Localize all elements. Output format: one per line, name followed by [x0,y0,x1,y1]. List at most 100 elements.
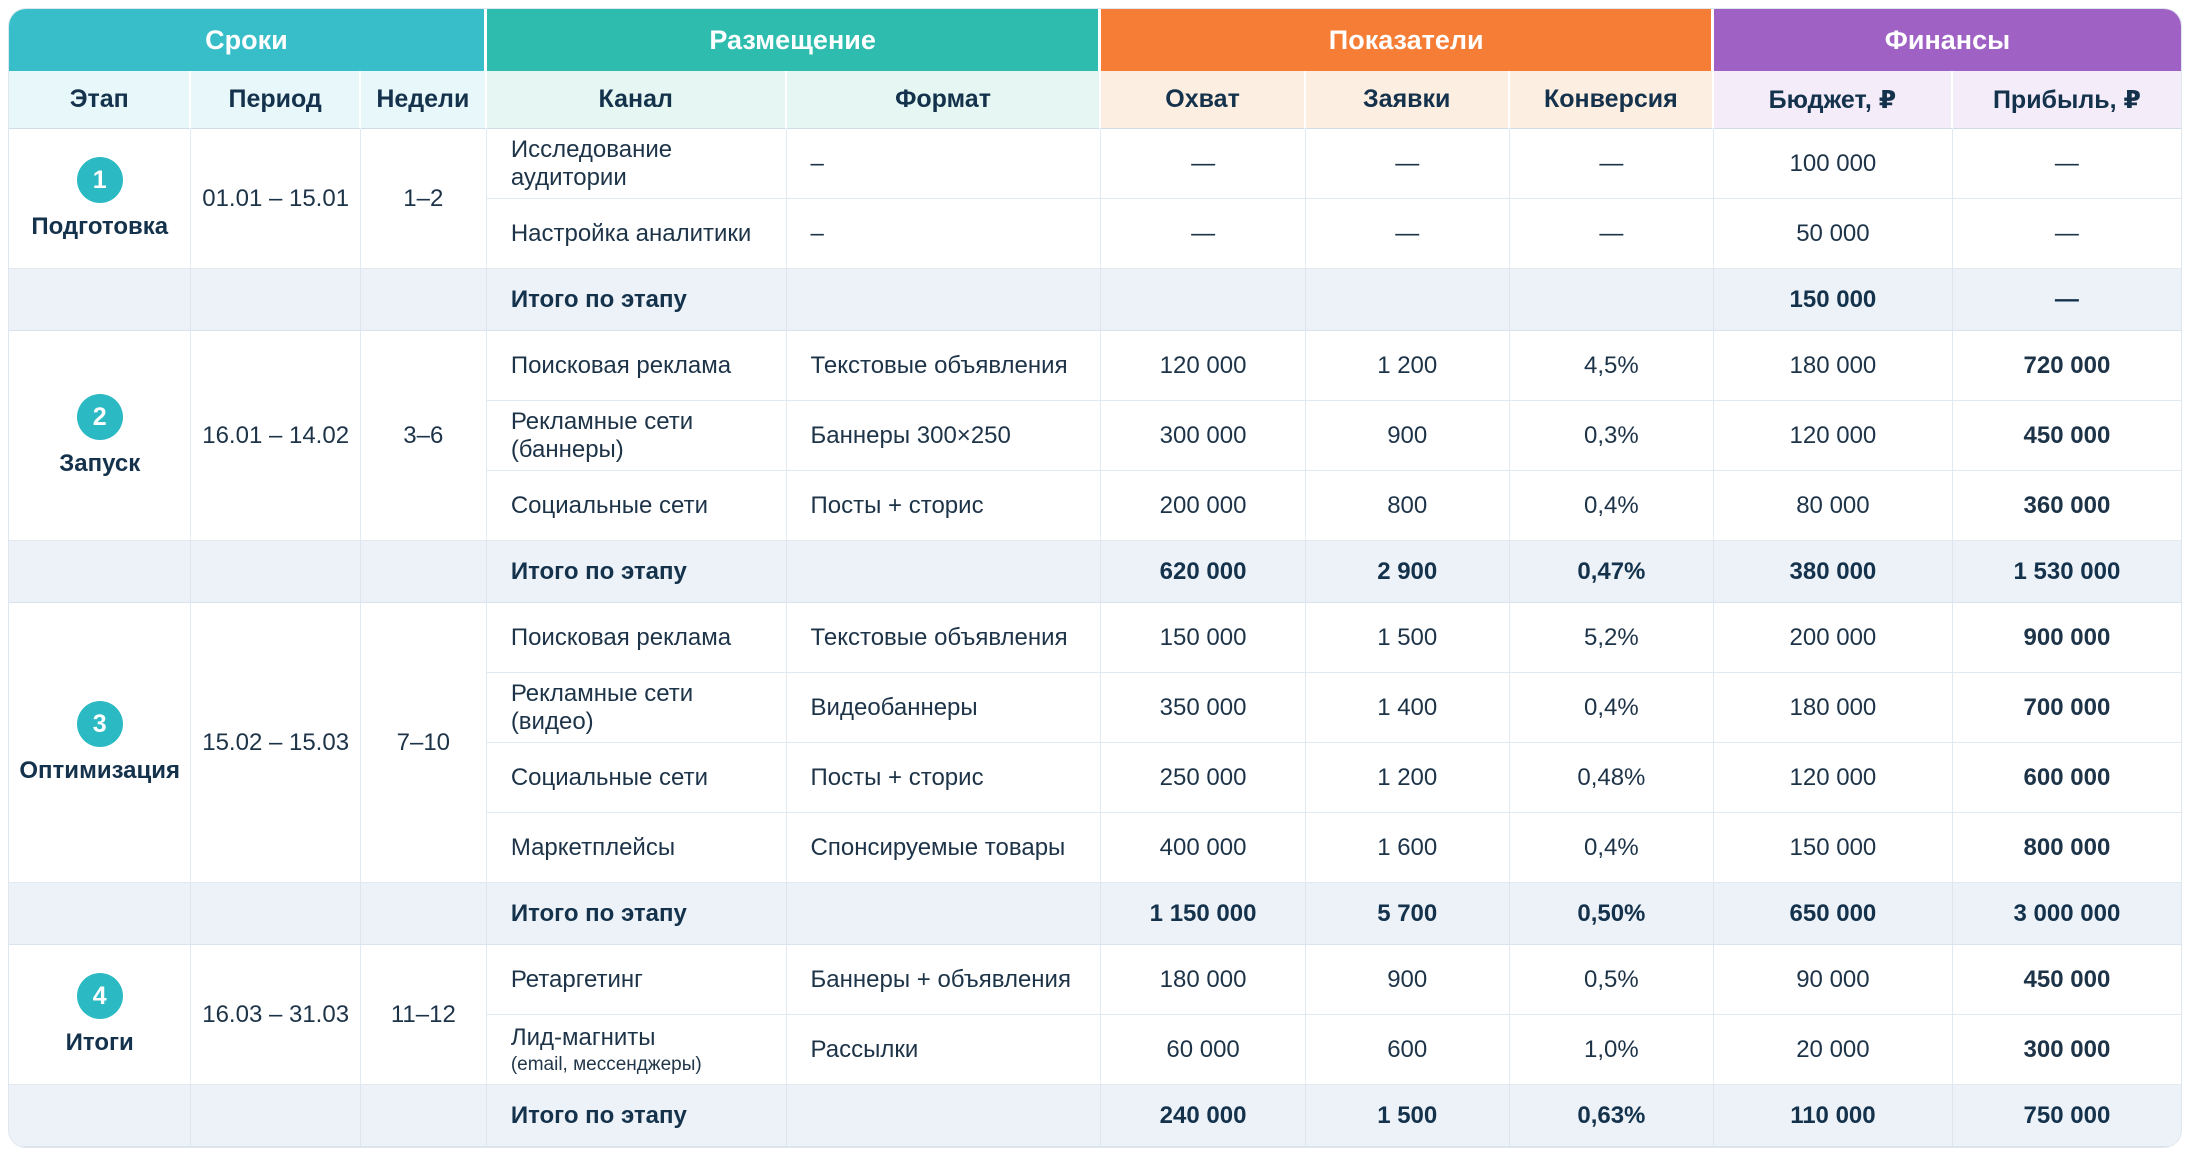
conversion-cell: 5,2% [1509,603,1714,673]
profit-cell: 600 000 [1952,743,2181,813]
conversion-cell: 4,5% [1509,331,1714,401]
reach-cell: 300 000 [1101,401,1306,471]
column-header-conversion: Конверсия [1509,71,1714,129]
budget-cell: 50 000 [1713,199,1953,269]
format-cell: – [786,199,1102,269]
column-header-weeks: Недели [360,71,487,129]
table-row: Рекламные сети (видео) Видеобаннеры 350 … [9,673,2181,743]
budget-cell: 90 000 [1713,945,1953,1015]
subtotal-reach: 240 000 [1101,1085,1306,1147]
channel-cell: Рекламные сети (видео) [486,673,787,743]
reach-cell: 150 000 [1101,603,1306,673]
channel-cell: Ретаргетинг [486,945,787,1015]
leads-cell: 1 200 [1305,743,1510,813]
subtotal-budget: 380 000 [1713,541,1953,603]
subtotal-conversion: 0,50% [1509,883,1714,945]
conversion-cell: 0,48% [1509,743,1714,813]
budget-cell: 150 000 [1713,813,1953,883]
conversion-cell: 0,5% [1509,945,1714,1015]
profit-cell: 360 000 [1952,471,2181,541]
profit-cell: — [1952,199,2181,269]
budget-cell: 80 000 [1713,471,1953,541]
empty-cell [786,269,1102,331]
leads-cell: — [1305,199,1510,269]
subtotal-conversion: 0,47% [1509,541,1714,603]
channel-cell: Поисковая реклама [486,331,787,401]
subtotal-reach: 1 150 000 [1101,883,1306,945]
format-cell: Спонсируемые товары [786,813,1102,883]
budget-cell: 180 000 [1713,331,1953,401]
empty-cell [360,1085,487,1147]
column-header-budget: Бюджет, ₽ [1713,71,1953,129]
channel-cell: Рекламные сети (баннеры) [486,401,787,471]
subtotal-profit: — [1952,269,2181,331]
conversion-cell: 0,4% [1509,813,1714,883]
empty-cell [191,541,361,603]
stage-name: Итоги [65,1028,134,1056]
conversion-cell: — [1509,199,1714,269]
empty-cell [786,1085,1102,1147]
channel-cell: Настройка аналитики [486,199,787,269]
stage-cell: 2 Запуск [9,331,192,541]
subtotal-reach: 620 000 [1101,541,1306,603]
budget-cell: 200 000 [1713,603,1953,673]
column-header-leads: Заявки [1305,71,1510,129]
empty-cell [786,541,1102,603]
reach-cell: 350 000 [1101,673,1306,743]
reach-cell: 250 000 [1101,743,1306,813]
conversion-cell: 0,4% [1509,471,1714,541]
subtotal-leads: 5 700 [1305,883,1510,945]
weeks-cell: 1–2 [360,129,487,269]
budget-cell: 120 000 [1713,401,1953,471]
profit-cell: 450 000 [1952,401,2181,471]
subtotal-label: Итого по этапу [486,541,787,603]
stage-cell: 4 Итоги [9,945,192,1085]
campaign-table: Сроки Размещение Показатели Финансы Этап… [9,9,2181,1147]
subtotal-row: Итого по этапу 1 150 000 5 700 0,50% 650… [9,883,2181,945]
empty-cell [360,541,487,603]
empty-cell [9,1085,192,1147]
reach-cell: 200 000 [1101,471,1306,541]
weeks-cell: 7–10 [360,603,487,883]
reach-cell: — [1101,129,1306,199]
subtotal-row: Итого по этапу 240 000 1 500 0,63% 110 0… [9,1085,2181,1147]
channel-cell: Социальные сети [486,743,787,813]
weeks-cell: 11–12 [360,945,487,1085]
stage-name: Подготовка [31,212,169,240]
subtotal-leads: 1 500 [1305,1085,1510,1147]
leads-cell: 900 [1305,945,1510,1015]
table-row: Рекламные сети (баннеры) Баннеры 300×250… [9,401,2181,471]
subtotal-conversion: 0,63% [1509,1085,1714,1147]
reach-cell: 180 000 [1101,945,1306,1015]
subtotal-budget: 110 000 [1713,1085,1953,1147]
empty-cell [191,883,361,945]
column-header-format: Формат [786,71,1102,129]
budget-cell: 180 000 [1713,673,1953,743]
column-header-stage: Этап [9,71,192,129]
profit-cell: 300 000 [1952,1015,2181,1085]
subtotal-label: Итого по этапу [486,1085,787,1147]
table-row: Социальные сети Посты + сторис 200 000 8… [9,471,2181,541]
format-cell: – [786,129,1102,199]
channel-cell: Социальные сети [486,471,787,541]
table-row: Маркетплейсы Спонсируемые товары 400 000… [9,813,2181,883]
leads-cell: — [1305,129,1510,199]
profit-cell: — [1952,129,2181,199]
leads-cell: 1 500 [1305,603,1510,673]
empty-cell [786,883,1102,945]
table-row: 1 Подготовка 01.01 – 15.01 1–2 Исследова… [9,129,2181,269]
stage-cell: 1 Подготовка [9,129,192,269]
subtotal-label: Итого по этапу [486,269,787,331]
format-cell: Посты + сторис [786,471,1102,541]
subtotal-leads [1305,269,1510,331]
subtotal-budget: 150 000 [1713,269,1953,331]
format-cell: Рассылки [786,1015,1102,1085]
leads-cell: 600 [1305,1015,1510,1085]
format-cell: Посты + сторис [786,743,1102,813]
leads-cell: 1 400 [1305,673,1510,743]
empty-cell [9,269,192,331]
subtotal-label: Итого по этапу [486,883,787,945]
empty-cell [360,269,487,331]
leads-cell: 900 [1305,401,1510,471]
